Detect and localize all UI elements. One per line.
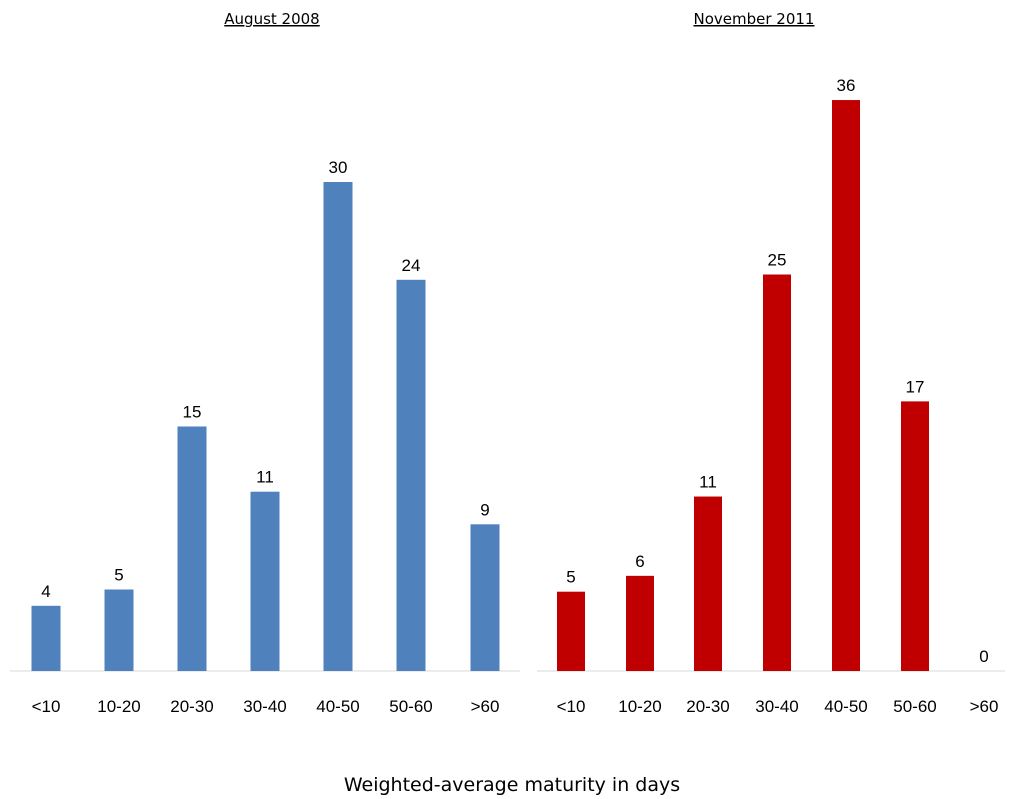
bar-20-30 [177, 426, 207, 671]
bar-50-60 [396, 279, 426, 671]
chart-title: August 2008 [224, 10, 319, 28]
x-tick-label: 20-30 [170, 697, 213, 716]
x-tick-label: 40-50 [316, 697, 359, 716]
data-label: 6 [635, 552, 644, 571]
data-label: 11 [699, 473, 717, 492]
x-tick-label: 30-40 [243, 697, 286, 716]
x-tick-label: <10 [32, 697, 61, 716]
data-label: 5 [114, 566, 123, 585]
data-label: 0 [979, 647, 988, 666]
bar-40-50 [323, 182, 353, 671]
chart-panel-august-2008: August 2008 4 <10 5 10-20 15 20-30 11 30-40 30 40… [10, 10, 520, 716]
x-tick-label: >60 [471, 697, 500, 716]
bar->60 [470, 524, 500, 671]
x-tick-label: 50-60 [893, 697, 936, 716]
bar-group: 4 <10 5 10-20 15 20-30 11 30-40 30 40-50 24 50-60 9 >… [31, 158, 500, 716]
data-label: 5 [566, 568, 575, 587]
bar-group: 5 <10 6 10-20 11 20-30 25 30-40 36 40-50 17 50-60 0 >… [557, 76, 999, 716]
x-tick-label: <10 [557, 697, 586, 716]
bar-<10 [31, 605, 61, 671]
data-label: 11 [256, 468, 274, 487]
bar-20-30 [694, 496, 722, 671]
x-tick-label: 40-50 [824, 697, 867, 716]
bar-10-20 [626, 575, 654, 671]
x-tick-label: 50-60 [389, 697, 432, 716]
data-label: 25 [768, 251, 787, 270]
data-label: 24 [402, 256, 421, 275]
data-label: 30 [329, 158, 348, 177]
x-tick-label: 30-40 [755, 697, 798, 716]
x-tick-label: 20-30 [686, 697, 729, 716]
data-label: 15 [183, 403, 202, 422]
data-label: 17 [906, 377, 925, 396]
x-tick-label: >60 [970, 697, 999, 716]
bar-50-60 [901, 401, 929, 671]
x-tick-label: 10-20 [618, 697, 661, 716]
x-axis-label: Weighted-average maturity in days [344, 774, 680, 796]
bar-10-20 [104, 589, 134, 671]
bar-<10 [557, 591, 585, 671]
data-label: 9 [480, 500, 489, 519]
data-label: 36 [837, 76, 856, 95]
chart-panel-november-2011: November 2011 5 <10 6 10-20 11 20-30 25 30-40 36… [537, 10, 1005, 716]
x-tick-label: 10-20 [97, 697, 140, 716]
data-label: 4 [41, 582, 50, 601]
bar-40-50 [832, 100, 860, 672]
chart-title: November 2011 [694, 10, 815, 28]
bar-30-40 [763, 274, 791, 671]
bar-30-40 [250, 491, 280, 671]
